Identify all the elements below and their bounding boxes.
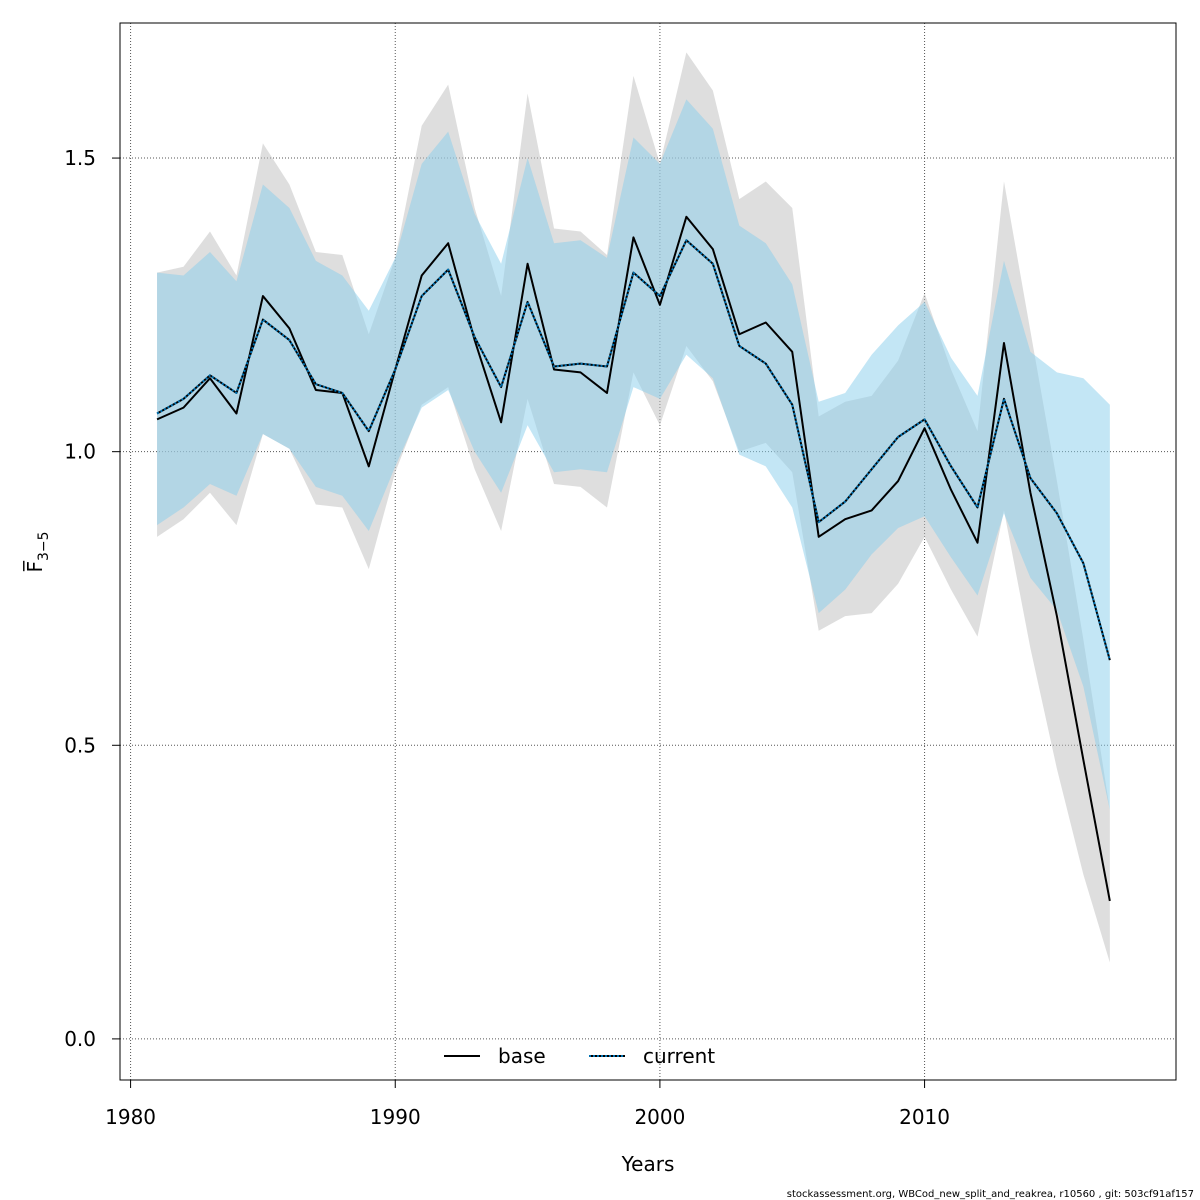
y-tick-label: 0.0 — [64, 1027, 96, 1051]
x-tick-label: 2010 — [899, 1105, 950, 1129]
confidence-bands — [157, 52, 1110, 963]
y-tick-label: 1.5 — [64, 146, 96, 170]
y-axis-label: F̅3−5 — [22, 531, 52, 572]
y-tick-label: 0.5 — [64, 733, 96, 757]
series-lines — [156, 215, 1111, 902]
x-tick-label: 2000 — [634, 1105, 685, 1129]
x-tick-label: 1990 — [370, 1105, 421, 1129]
y-axis-label-main: F̅ — [22, 560, 47, 573]
x-tick-label: 1980 — [105, 1105, 156, 1129]
y-tick-label: 1.0 — [64, 440, 96, 464]
series-line-base — [156, 215, 1111, 902]
series-line-current — [156, 239, 1111, 661]
legend: base current — [444, 1044, 715, 1068]
x-axis-label: Years — [621, 1152, 675, 1176]
y-axis-label-subscript: 3−5 — [36, 531, 52, 561]
axes: 1980 1990 2000 2010 0.0 0.5 1.0 1.5 — [64, 146, 950, 1129]
legend-current-label: current — [643, 1044, 715, 1068]
legend-base-label: base — [498, 1044, 546, 1068]
footer-credit: stockassessment.org, WBCod_new_split_and… — [787, 1189, 1194, 1200]
band-current — [157, 99, 1110, 810]
svg-text:F̅3−5: F̅3−5 — [22, 531, 52, 572]
